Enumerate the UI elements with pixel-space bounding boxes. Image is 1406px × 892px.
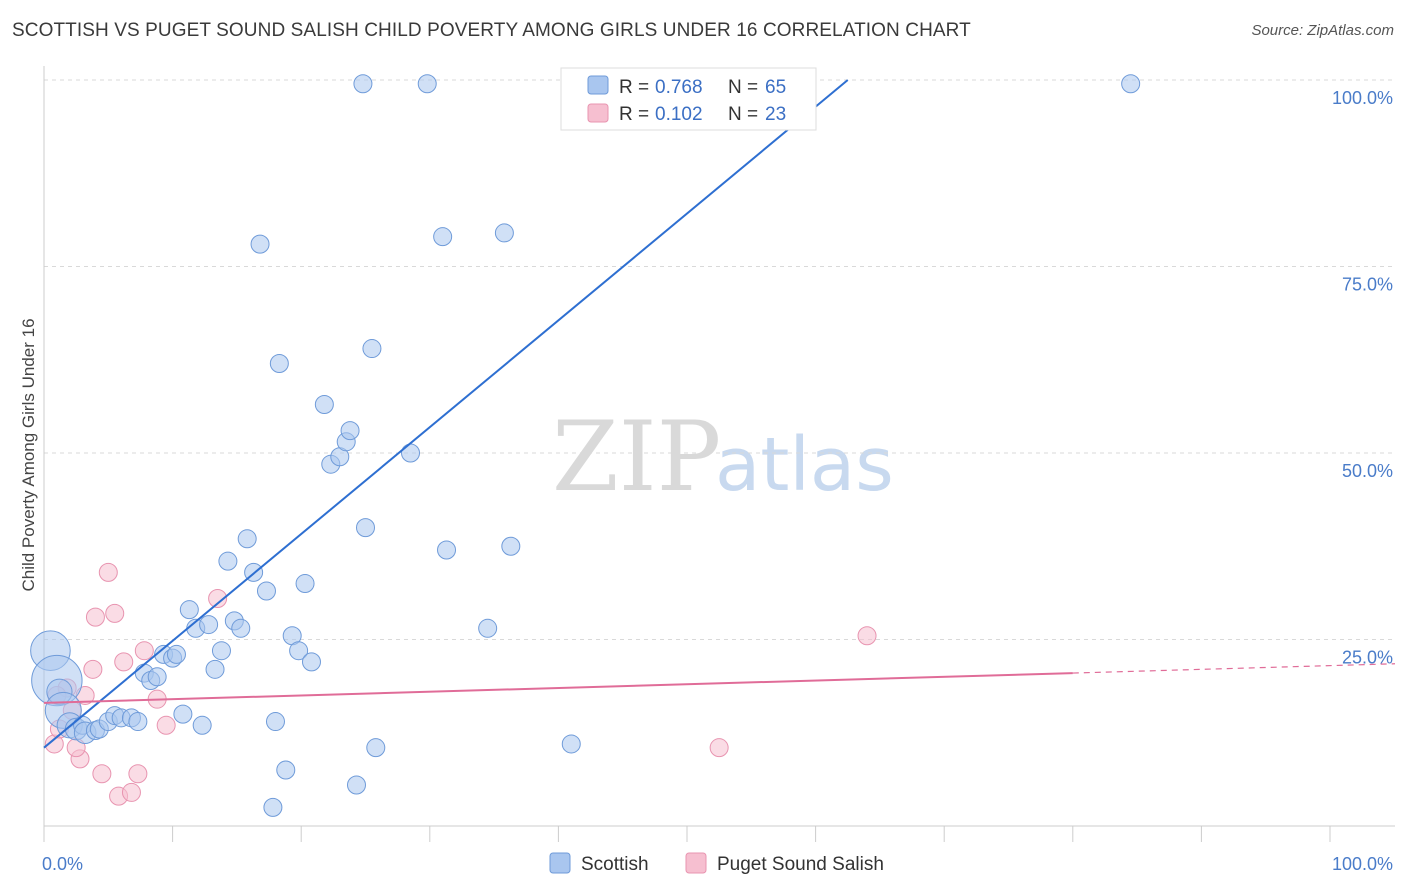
salish-point	[134, 641, 154, 661]
scottish-point	[314, 395, 334, 415]
salish-trend-line	[43, 672, 1073, 704]
chart-title: SCOTTISH VS PUGET SOUND SALISH CHILD POV…	[12, 20, 971, 41]
source-label: Source: ZipAtlas.com	[1251, 22, 1394, 39]
salish-point	[156, 715, 176, 735]
salish-point	[857, 626, 877, 646]
legend-r-label-salish: R =	[619, 104, 649, 125]
scottish-point	[166, 644, 186, 664]
salish-point	[128, 764, 148, 784]
scottish-point	[301, 652, 321, 672]
scottish-point	[1121, 74, 1141, 94]
y-tick-label: 100.0%	[1332, 88, 1393, 108]
scottish-point	[501, 536, 521, 556]
salish-point	[83, 659, 103, 679]
salish-point	[208, 588, 228, 608]
series-legend-label-salish: Puget Sound Salish	[717, 854, 884, 875]
scottish-point	[346, 775, 366, 795]
scottish-point	[437, 540, 457, 560]
watermark-zip: ZIP	[552, 401, 721, 513]
salish-point	[92, 764, 112, 784]
watermark-atlas: atlas	[715, 422, 894, 508]
scottish-point	[356, 518, 375, 538]
scottish-point	[192, 715, 212, 735]
scottish-point	[561, 734, 581, 754]
scottish-point	[256, 581, 276, 601]
x-tick-label: 100.0%	[1332, 854, 1393, 874]
legend-r-value-scottish: 0.768	[655, 77, 703, 98]
salish-point	[85, 607, 105, 627]
scottish-point	[211, 641, 231, 661]
tick-labels: 100.0% 75.0% 50.0% 25.0% 0.0% 100.0%	[42, 88, 1393, 874]
series-legend-label-scottish: Scottish	[581, 854, 649, 875]
scottish-point	[147, 667, 167, 687]
legend-r-label-scottish: R =	[619, 77, 649, 98]
scottish-point	[128, 712, 148, 732]
scottish-point	[199, 615, 219, 635]
series-legend-swatch-scottish	[549, 852, 571, 874]
scottish-point	[205, 659, 225, 679]
scottish-point	[295, 574, 315, 594]
legend-n-value-scottish: 65	[765, 77, 786, 98]
legend-swatch-scottish	[587, 75, 609, 95]
scottish-point	[263, 797, 283, 817]
scottish-point	[265, 712, 285, 732]
scottish-point	[179, 600, 199, 620]
salish-point	[121, 782, 141, 802]
salish-point	[709, 738, 729, 758]
scottish-point	[494, 223, 514, 243]
y-axis-label: Child Poverty Among Girls Under 16	[19, 318, 38, 591]
scottish-point	[237, 529, 257, 549]
correlation-legend: R = 0.768 N = 65 R = 0.102 N = 23	[560, 67, 817, 131]
scottish-point	[340, 421, 360, 441]
salish-point	[114, 652, 134, 672]
y-tick-label: 25.0%	[1342, 648, 1393, 668]
scottish-point	[433, 227, 453, 247]
y-tick-label: 75.0%	[1342, 275, 1393, 295]
scottish-point	[276, 760, 296, 780]
x-tick-label: 0.0%	[42, 854, 83, 874]
scottish-point	[250, 234, 270, 254]
salish-point	[98, 562, 118, 582]
scottish-point	[362, 339, 382, 359]
legend-n-label-scottish: N =	[728, 77, 758, 98]
scottish-trend-line	[43, 79, 849, 749]
scottish-point	[269, 353, 289, 373]
legend-swatch-salish	[587, 103, 609, 123]
legend-n-value-salish: 23	[765, 104, 786, 125]
trend-lines	[43, 79, 1396, 749]
scottish-point	[417, 74, 437, 94]
scottish-point	[173, 704, 193, 724]
scottish-point	[218, 551, 238, 571]
puget-sound-salish-points	[44, 562, 877, 806]
scottish-point	[366, 738, 386, 758]
scottish-point	[401, 443, 421, 463]
salish-point	[105, 603, 125, 623]
legend-r-value-salish: 0.102	[655, 104, 703, 125]
salish-trend-line-dashed	[1072, 663, 1396, 674]
series-legend: Scottish Puget Sound Salish	[549, 852, 884, 875]
scottish-point	[478, 618, 498, 638]
scottish-points	[30, 74, 1141, 817]
scottish-point	[289, 641, 309, 661]
grid-lines	[44, 79, 1395, 640]
series-legend-swatch-salish	[685, 852, 707, 874]
scottish-point	[231, 618, 251, 638]
legend-n-label-salish: N =	[728, 104, 758, 125]
scottish-point	[353, 74, 373, 94]
y-tick-label: 50.0%	[1342, 461, 1393, 481]
